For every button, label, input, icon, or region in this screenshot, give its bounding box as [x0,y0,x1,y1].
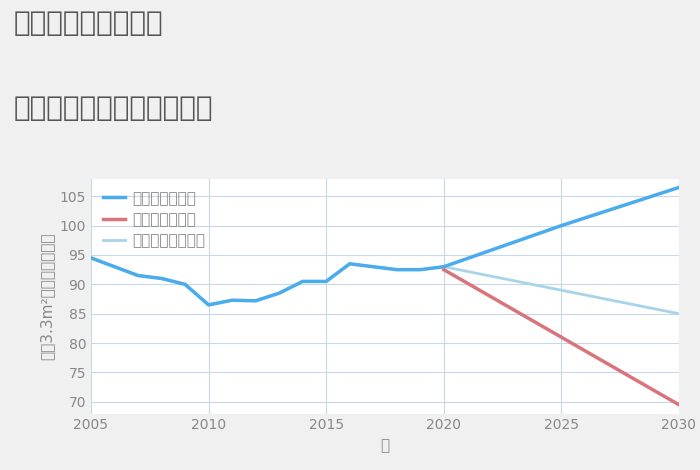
Text: 中古マンションの価格推移: 中古マンションの価格推移 [14,94,213,122]
Legend: グッドシナリオ, バッドシナリオ, ノーマルシナリオ: グッドシナリオ, バッドシナリオ, ノーマルシナリオ [99,186,210,253]
Text: 三重県伊賀市印代の: 三重県伊賀市印代の [14,9,164,38]
Y-axis label: 坪（3.3m²）単価（万円）: 坪（3.3m²）単価（万円） [39,232,54,360]
X-axis label: 年: 年 [380,438,390,453]
